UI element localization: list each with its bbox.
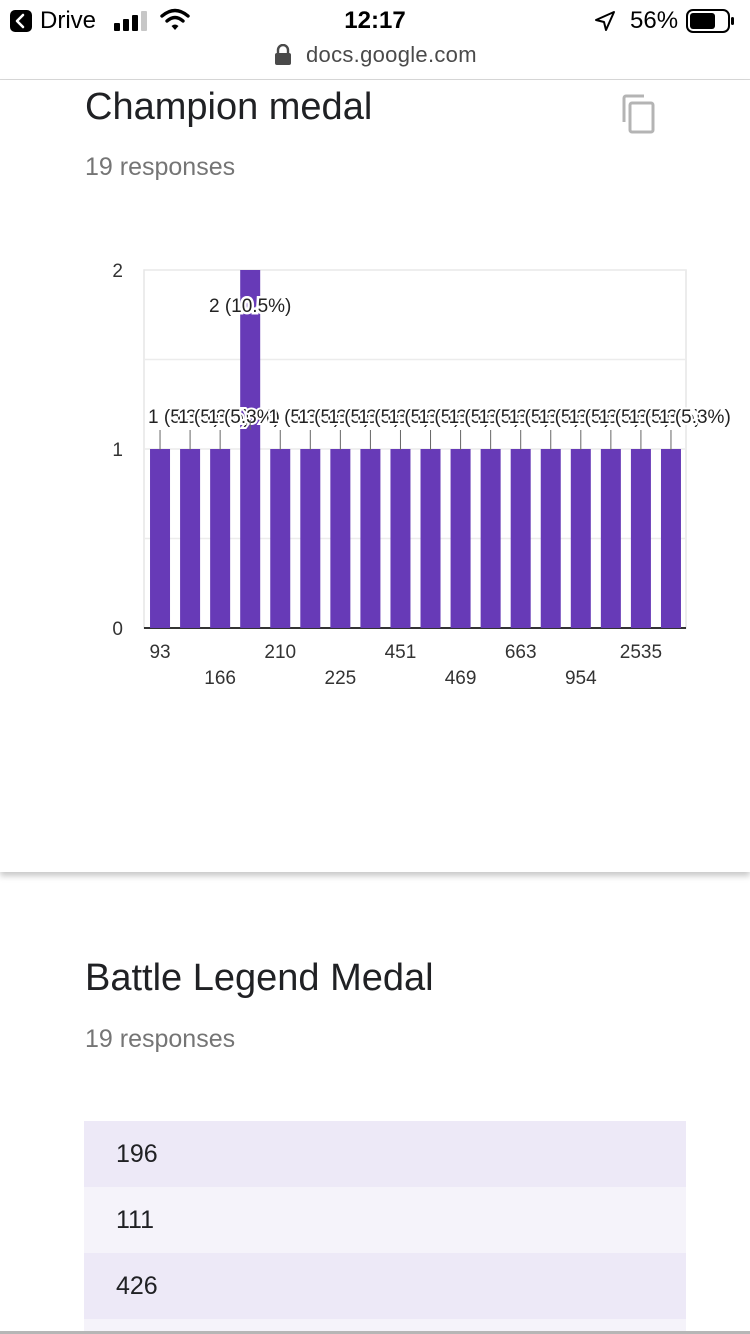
response-count: 19 responses [85, 1025, 236, 1053]
x-tick-label: 2535 [620, 642, 662, 663]
x-tick-label: 954 [565, 668, 597, 689]
question-title: Champion medal [85, 86, 373, 128]
data-label: 1 (5.3%) [358, 407, 430, 428]
x-tick-label: 166 [204, 668, 236, 689]
y-tick-label: 2 [112, 261, 123, 282]
data-label: 1 (5.3%) [599, 407, 671, 428]
response-list: 196 111 426 [84, 1121, 686, 1334]
x-tick-label: 451 [385, 642, 417, 663]
data-label: 1 (5.3%) [509, 407, 581, 428]
data-label: 1 (5.3%) [479, 407, 551, 428]
clock-time: 12:17 [344, 7, 406, 34]
bottom-divider [0, 1331, 750, 1334]
chart-bar [660, 449, 681, 628]
battery-icon [686, 9, 734, 33]
data-label: 1 (5.3%) [449, 407, 521, 428]
data-label: 1 (5.3%) [539, 407, 611, 428]
data-label: 1 (5.3%) [298, 407, 370, 428]
list-item: 111 [84, 1187, 686, 1253]
list-item [84, 1319, 686, 1334]
data-label: 1 (5.3%) [659, 407, 731, 428]
data-label: 1 (5.3%) [148, 407, 220, 428]
chart-bar [510, 449, 531, 628]
chart-bar [300, 449, 321, 628]
bar-chart: 1 (5.3%)1 (5.3%)1 (5.3%)2 (10.5%)1 (5.3%… [112, 261, 732, 689]
chart-bar [330, 449, 351, 628]
question-title: Battle Legend Medal [85, 957, 434, 999]
y-tick-label: 0 [112, 619, 123, 640]
location-arrow-icon [595, 11, 615, 31]
chart-bar [420, 449, 441, 628]
chart-bar [240, 270, 261, 628]
data-label: 1 (5.3%) [178, 407, 250, 428]
data-label: 1 (5.3%) [328, 407, 400, 428]
chart-bar [150, 449, 171, 628]
chart-bar [480, 449, 501, 628]
status-bar: Drive 12:17 56% [0, 0, 750, 40]
chart-bar [540, 449, 561, 628]
x-tick-label: 469 [445, 668, 477, 689]
list-item: 426 [84, 1253, 686, 1319]
url-bar[interactable]: docs.google.com [0, 40, 750, 80]
data-label: 2 (10.5%) [209, 296, 291, 317]
cellular-signal-icon [114, 11, 147, 31]
chart-bar [390, 449, 411, 628]
back-app-label[interactable]: Drive [40, 7, 97, 34]
chart-bar [360, 449, 381, 628]
url-text[interactable]: docs.google.com [306, 42, 477, 67]
wifi-icon [160, 8, 190, 30]
chart-bar [450, 449, 471, 628]
question-card-battle-legend-medal: Battle Legend Medal 19 responses 196 111… [0, 880, 750, 1334]
battery-percent: 56% [630, 7, 679, 34]
data-label: 1 (5.3%) [208, 407, 280, 428]
chart-bar [270, 449, 291, 628]
data-label: 1 (5.3%) [419, 407, 491, 428]
list-item: 196 [84, 1121, 686, 1187]
data-label: 1 (5.3%) [388, 407, 460, 428]
back-arrow-icon[interactable] [10, 10, 32, 32]
lock-icon [275, 44, 291, 65]
chart-bar [570, 449, 591, 628]
chart-bar [600, 449, 621, 628]
x-tick-label: 210 [264, 642, 296, 663]
chart-bar [630, 449, 651, 628]
x-tick-label: 225 [325, 668, 357, 689]
chart-bar [210, 449, 231, 628]
response-count: 19 responses [85, 153, 236, 181]
chart-bar [180, 449, 201, 628]
y-tick-label: 1 [112, 440, 123, 461]
data-label: 1 (5.3%) [569, 407, 641, 428]
copy-icon[interactable] [620, 94, 656, 134]
x-tick-label: 663 [505, 642, 537, 663]
x-tick-label: 93 [149, 642, 170, 663]
data-label: 1 (5.3%) [629, 407, 701, 428]
data-label: 1 (5.3%) [268, 407, 340, 428]
